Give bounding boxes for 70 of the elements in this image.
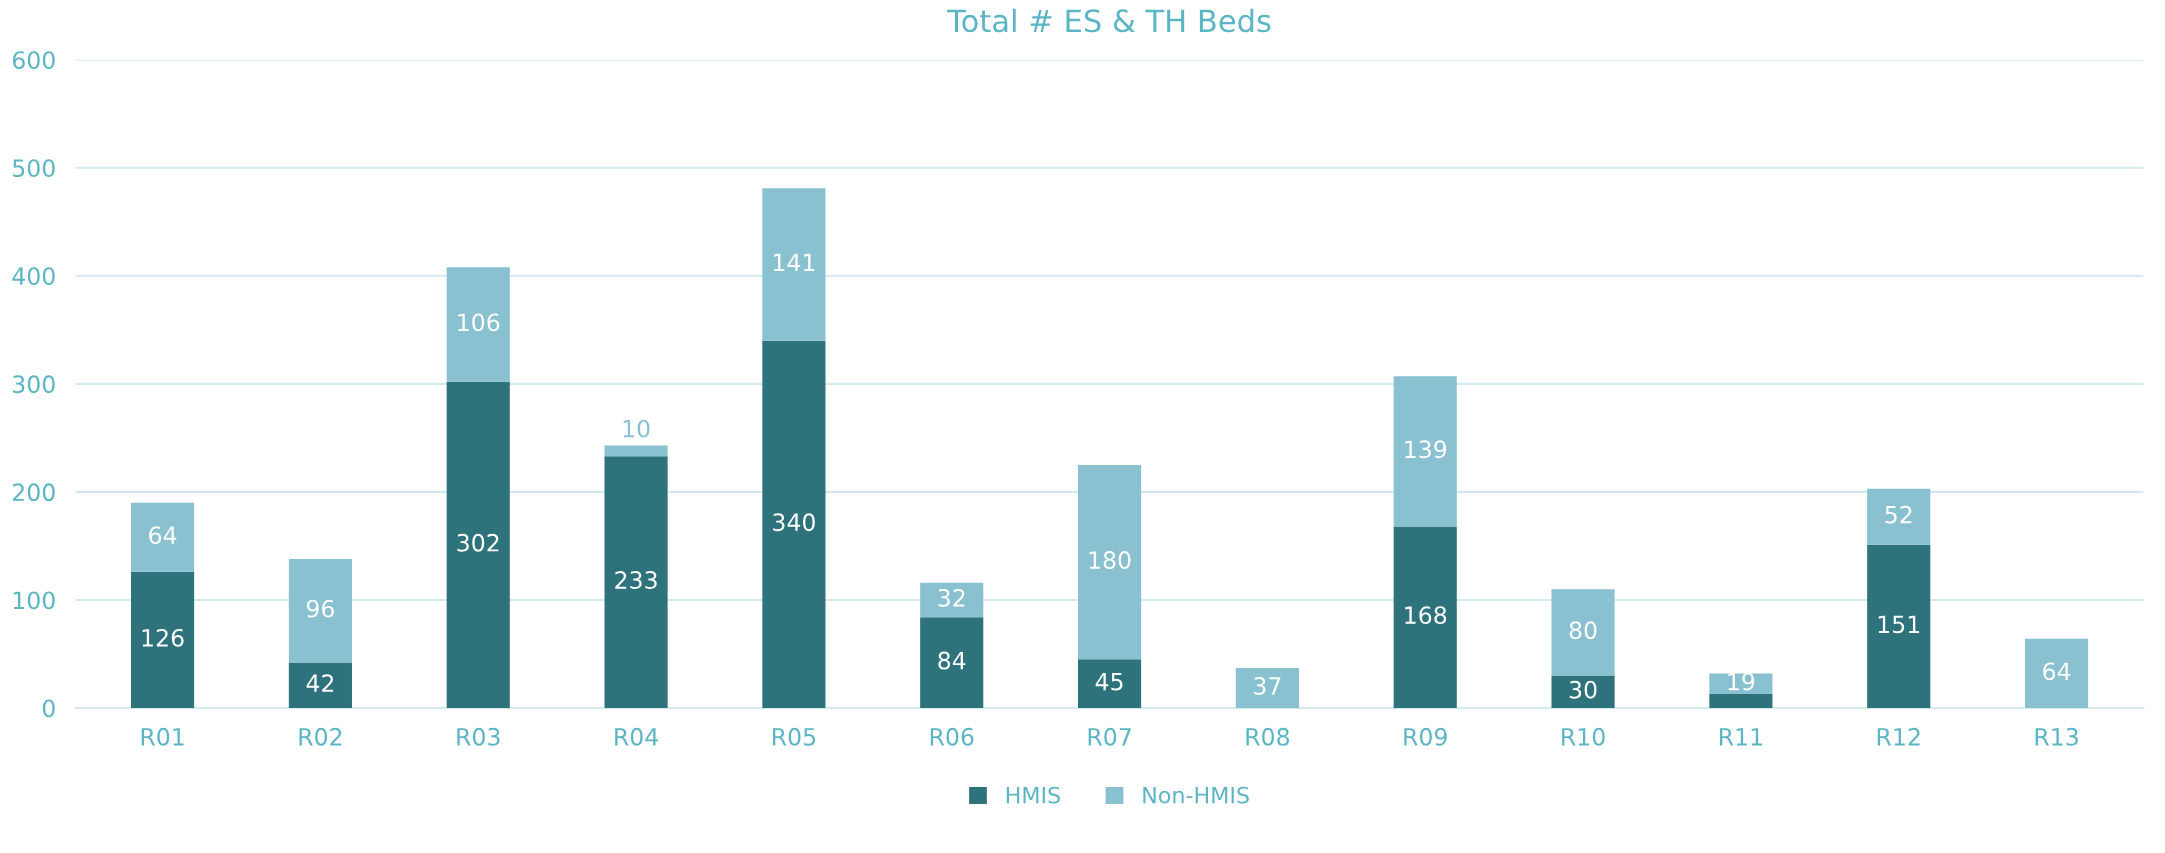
data-label: 32: [938, 588, 965, 607]
y-tick-label: 300: [13, 375, 55, 394]
bar: [1551, 589, 1615, 676]
data-label: 139: [1405, 440, 1447, 459]
data-label: 106: [458, 313, 500, 332]
x-tick-label: R07: [1088, 727, 1131, 746]
bar: [2024, 638, 2089, 708]
bar: [1867, 544, 1931, 708]
bar: [131, 502, 195, 572]
bar: [1551, 675, 1615, 708]
data-label: 126: [142, 628, 184, 647]
y-tick-label: 500: [13, 159, 55, 178]
bar: [1393, 376, 1457, 527]
bar: [288, 558, 352, 663]
x-tick-label: R03: [457, 727, 500, 746]
bar: [446, 267, 510, 382]
data-label: 302: [457, 533, 499, 552]
data-label: 52: [1885, 505, 1912, 524]
bar: [920, 617, 984, 708]
data-label: 19: [1728, 672, 1755, 691]
data-label: 168: [1405, 606, 1447, 625]
bar: [131, 571, 195, 708]
chart-title: Total # ES & TH Beds: [947, 8, 1271, 33]
data-label: 64: [149, 526, 177, 545]
x-tick-label: R05: [772, 727, 816, 746]
data-label: 64: [2043, 662, 2071, 681]
x-tick-label: R06: [930, 727, 974, 746]
data-label: 80: [1569, 621, 1597, 640]
data-label: 37: [1254, 676, 1281, 695]
bar: [1078, 464, 1142, 660]
y-tick-label: 0: [42, 699, 55, 718]
data-label: 10: [623, 419, 650, 438]
bar: [1078, 659, 1142, 708]
x-tick-label: R13: [2035, 727, 2078, 746]
x-tick-label: R10: [1562, 727, 1605, 746]
data-label: 96: [306, 599, 334, 618]
legend-label: Non-HMIS: [1143, 786, 1249, 804]
y-tick-label: 600: [12, 51, 55, 70]
data-label: 233: [615, 571, 657, 589]
bar: [1867, 488, 1931, 545]
data-label: 340: [773, 513, 815, 532]
bar: [1709, 693, 1773, 708]
data-label: 42: [306, 674, 334, 692]
y-tick-label: 200: [12, 483, 55, 502]
x-tick-label: R02: [299, 727, 342, 746]
legend-label: HMIS: [1006, 786, 1060, 804]
x-tick-label: R04: [615, 727, 658, 746]
data-label: 45: [1095, 672, 1123, 691]
bar: [1235, 668, 1299, 708]
data-label: 141: [773, 253, 815, 271]
x-tick-label: R01: [141, 727, 184, 746]
bar: [920, 582, 984, 618]
bar: [1709, 673, 1773, 694]
y-tick-label: 400: [12, 267, 55, 286]
x-tick-label: R09: [1404, 727, 1447, 746]
bar: [604, 445, 668, 457]
bar: [762, 340, 826, 708]
data-label: 180: [1089, 551, 1131, 569]
data-label: 84: [938, 651, 966, 670]
data-label: 151: [1878, 615, 1920, 634]
x-tick-label: R11: [1719, 728, 1762, 746]
bar: [288, 662, 352, 708]
x-tick-label: R08: [1246, 727, 1289, 746]
data-label: 30: [1569, 680, 1597, 699]
bar: [762, 188, 826, 341]
bar: [446, 381, 510, 708]
bar: [1393, 526, 1457, 708]
x-tick-label: R12: [1877, 727, 1920, 746]
y-tick-label: 100: [13, 591, 55, 610]
bar: [604, 456, 668, 708]
